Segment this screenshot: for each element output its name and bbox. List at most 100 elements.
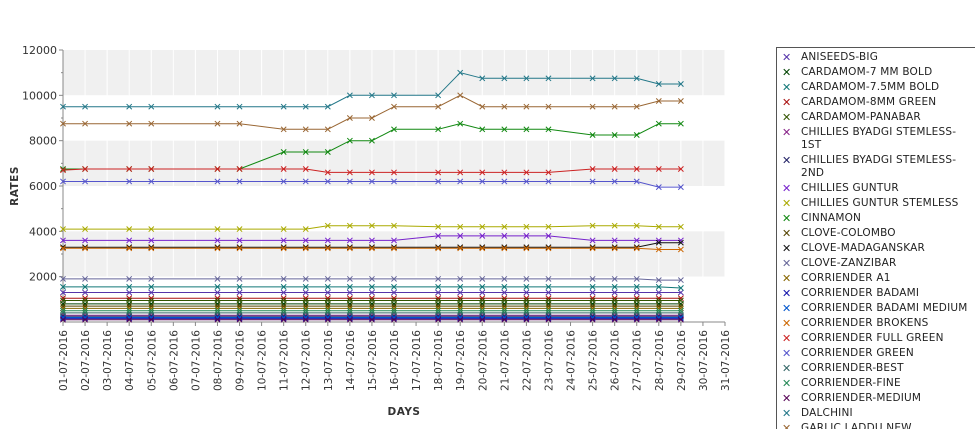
data-point bbox=[479, 289, 486, 296]
data-point bbox=[633, 307, 640, 314]
x-tick-label: 18-07-2016 bbox=[433, 330, 445, 391]
data-point bbox=[435, 245, 442, 252]
data-point bbox=[302, 226, 309, 233]
legend-list: ✕ ANISEEDS-BIG ✕ CARDAMOM-7 MM BOLD ✕ CARDAMO… bbox=[777, 48, 975, 429]
data-point bbox=[346, 169, 353, 176]
data-point bbox=[82, 283, 89, 290]
data-point bbox=[60, 245, 66, 252]
legend-item: ✕ CORRIENDER BADAMI bbox=[777, 287, 975, 300]
data-point bbox=[589, 297, 596, 304]
data-point bbox=[214, 178, 221, 185]
data-point bbox=[523, 232, 530, 239]
data-point bbox=[82, 316, 89, 323]
data-point bbox=[457, 178, 464, 185]
data-point bbox=[214, 295, 221, 302]
data-point bbox=[236, 237, 243, 244]
data-point bbox=[148, 295, 155, 302]
data-point bbox=[611, 305, 618, 312]
data-point bbox=[611, 178, 618, 185]
legend-item: ✕ CORRIENDER-BEST bbox=[777, 362, 975, 375]
data-point bbox=[391, 245, 397, 252]
data-point bbox=[126, 245, 133, 252]
data-point bbox=[82, 303, 89, 310]
data-point bbox=[457, 169, 464, 176]
legend-item: ✕ CORRIENDER GREEN bbox=[777, 347, 975, 360]
data-point bbox=[611, 132, 618, 138]
x-tick-label: 15-07-2016 bbox=[367, 330, 379, 391]
legend-label: CARDAMOM-PANABAR bbox=[801, 111, 921, 123]
x-tick-label: 12-07-2016 bbox=[301, 330, 313, 391]
legend-item: ✕ CHILLIES BYADGI STEMLESS-2ND bbox=[777, 154, 975, 180]
series-5 bbox=[60, 297, 684, 304]
data-point bbox=[368, 245, 375, 252]
data-point bbox=[545, 232, 552, 239]
data-point bbox=[60, 103, 66, 110]
data-point bbox=[302, 315, 309, 322]
x-tick-label: 20-07-2016 bbox=[477, 330, 489, 391]
data-point bbox=[501, 244, 508, 251]
legend-marker-icon: ✕ bbox=[782, 212, 792, 225]
data-point bbox=[302, 103, 309, 110]
legend-label: CARDAMOM-8MM GREEN bbox=[801, 96, 937, 108]
data-point bbox=[60, 283, 66, 290]
data-point bbox=[82, 297, 89, 304]
data-point bbox=[214, 275, 221, 282]
data-point bbox=[280, 226, 287, 233]
data-point bbox=[346, 295, 353, 302]
data-point bbox=[324, 303, 331, 310]
data-point bbox=[501, 275, 508, 282]
series-3 bbox=[60, 283, 684, 291]
data-point bbox=[82, 245, 89, 252]
data-point bbox=[655, 303, 662, 310]
data-point bbox=[82, 275, 89, 282]
data-point bbox=[457, 315, 464, 322]
data-point bbox=[545, 303, 552, 310]
x-tick-label: 06-07-2016 bbox=[168, 330, 180, 391]
data-point bbox=[655, 246, 662, 253]
data-point bbox=[457, 316, 464, 323]
data-point bbox=[346, 316, 353, 323]
data-point bbox=[435, 307, 442, 314]
data-point bbox=[435, 244, 442, 251]
legend-item: ✕ CORRIENDER BROKENS bbox=[777, 317, 975, 330]
data-point bbox=[677, 81, 684, 87]
data-point bbox=[589, 222, 596, 229]
data-point bbox=[148, 289, 155, 296]
data-point bbox=[302, 237, 309, 244]
data-point bbox=[324, 295, 331, 302]
legend-marker-icon: ✕ bbox=[782, 66, 792, 79]
data-point bbox=[479, 244, 486, 251]
data-point bbox=[214, 226, 221, 233]
data-point bbox=[501, 289, 508, 296]
x-tick-label: 28-07-2016 bbox=[654, 330, 666, 391]
data-point bbox=[677, 305, 684, 312]
data-point bbox=[391, 237, 397, 244]
legend-item: ✕ DALCHINI bbox=[777, 407, 975, 420]
data-point bbox=[545, 316, 552, 323]
data-point bbox=[236, 245, 243, 252]
y-tick-label: 6000 bbox=[29, 180, 57, 193]
data-point bbox=[302, 178, 309, 185]
data-point bbox=[589, 244, 596, 251]
data-point bbox=[60, 275, 66, 282]
data-point bbox=[346, 303, 353, 310]
data-point bbox=[60, 120, 66, 127]
data-point bbox=[280, 245, 287, 252]
x-tick-label: 29-07-2016 bbox=[676, 330, 688, 391]
data-point bbox=[589, 289, 596, 296]
data-point bbox=[655, 239, 662, 246]
data-point bbox=[523, 315, 530, 322]
data-point bbox=[611, 166, 618, 172]
series-1 bbox=[60, 289, 684, 296]
data-point bbox=[324, 126, 331, 133]
legend-marker-icon: ✕ bbox=[782, 154, 792, 167]
data-point bbox=[501, 295, 508, 302]
data-point bbox=[148, 166, 155, 172]
x-tick-label: 27-07-2016 bbox=[632, 330, 644, 391]
data-point bbox=[368, 237, 375, 244]
data-point bbox=[501, 169, 508, 176]
data-point bbox=[589, 295, 596, 302]
data-point bbox=[60, 226, 66, 233]
x-tick-label: 08-07-2016 bbox=[212, 330, 224, 391]
data-point bbox=[82, 244, 89, 251]
